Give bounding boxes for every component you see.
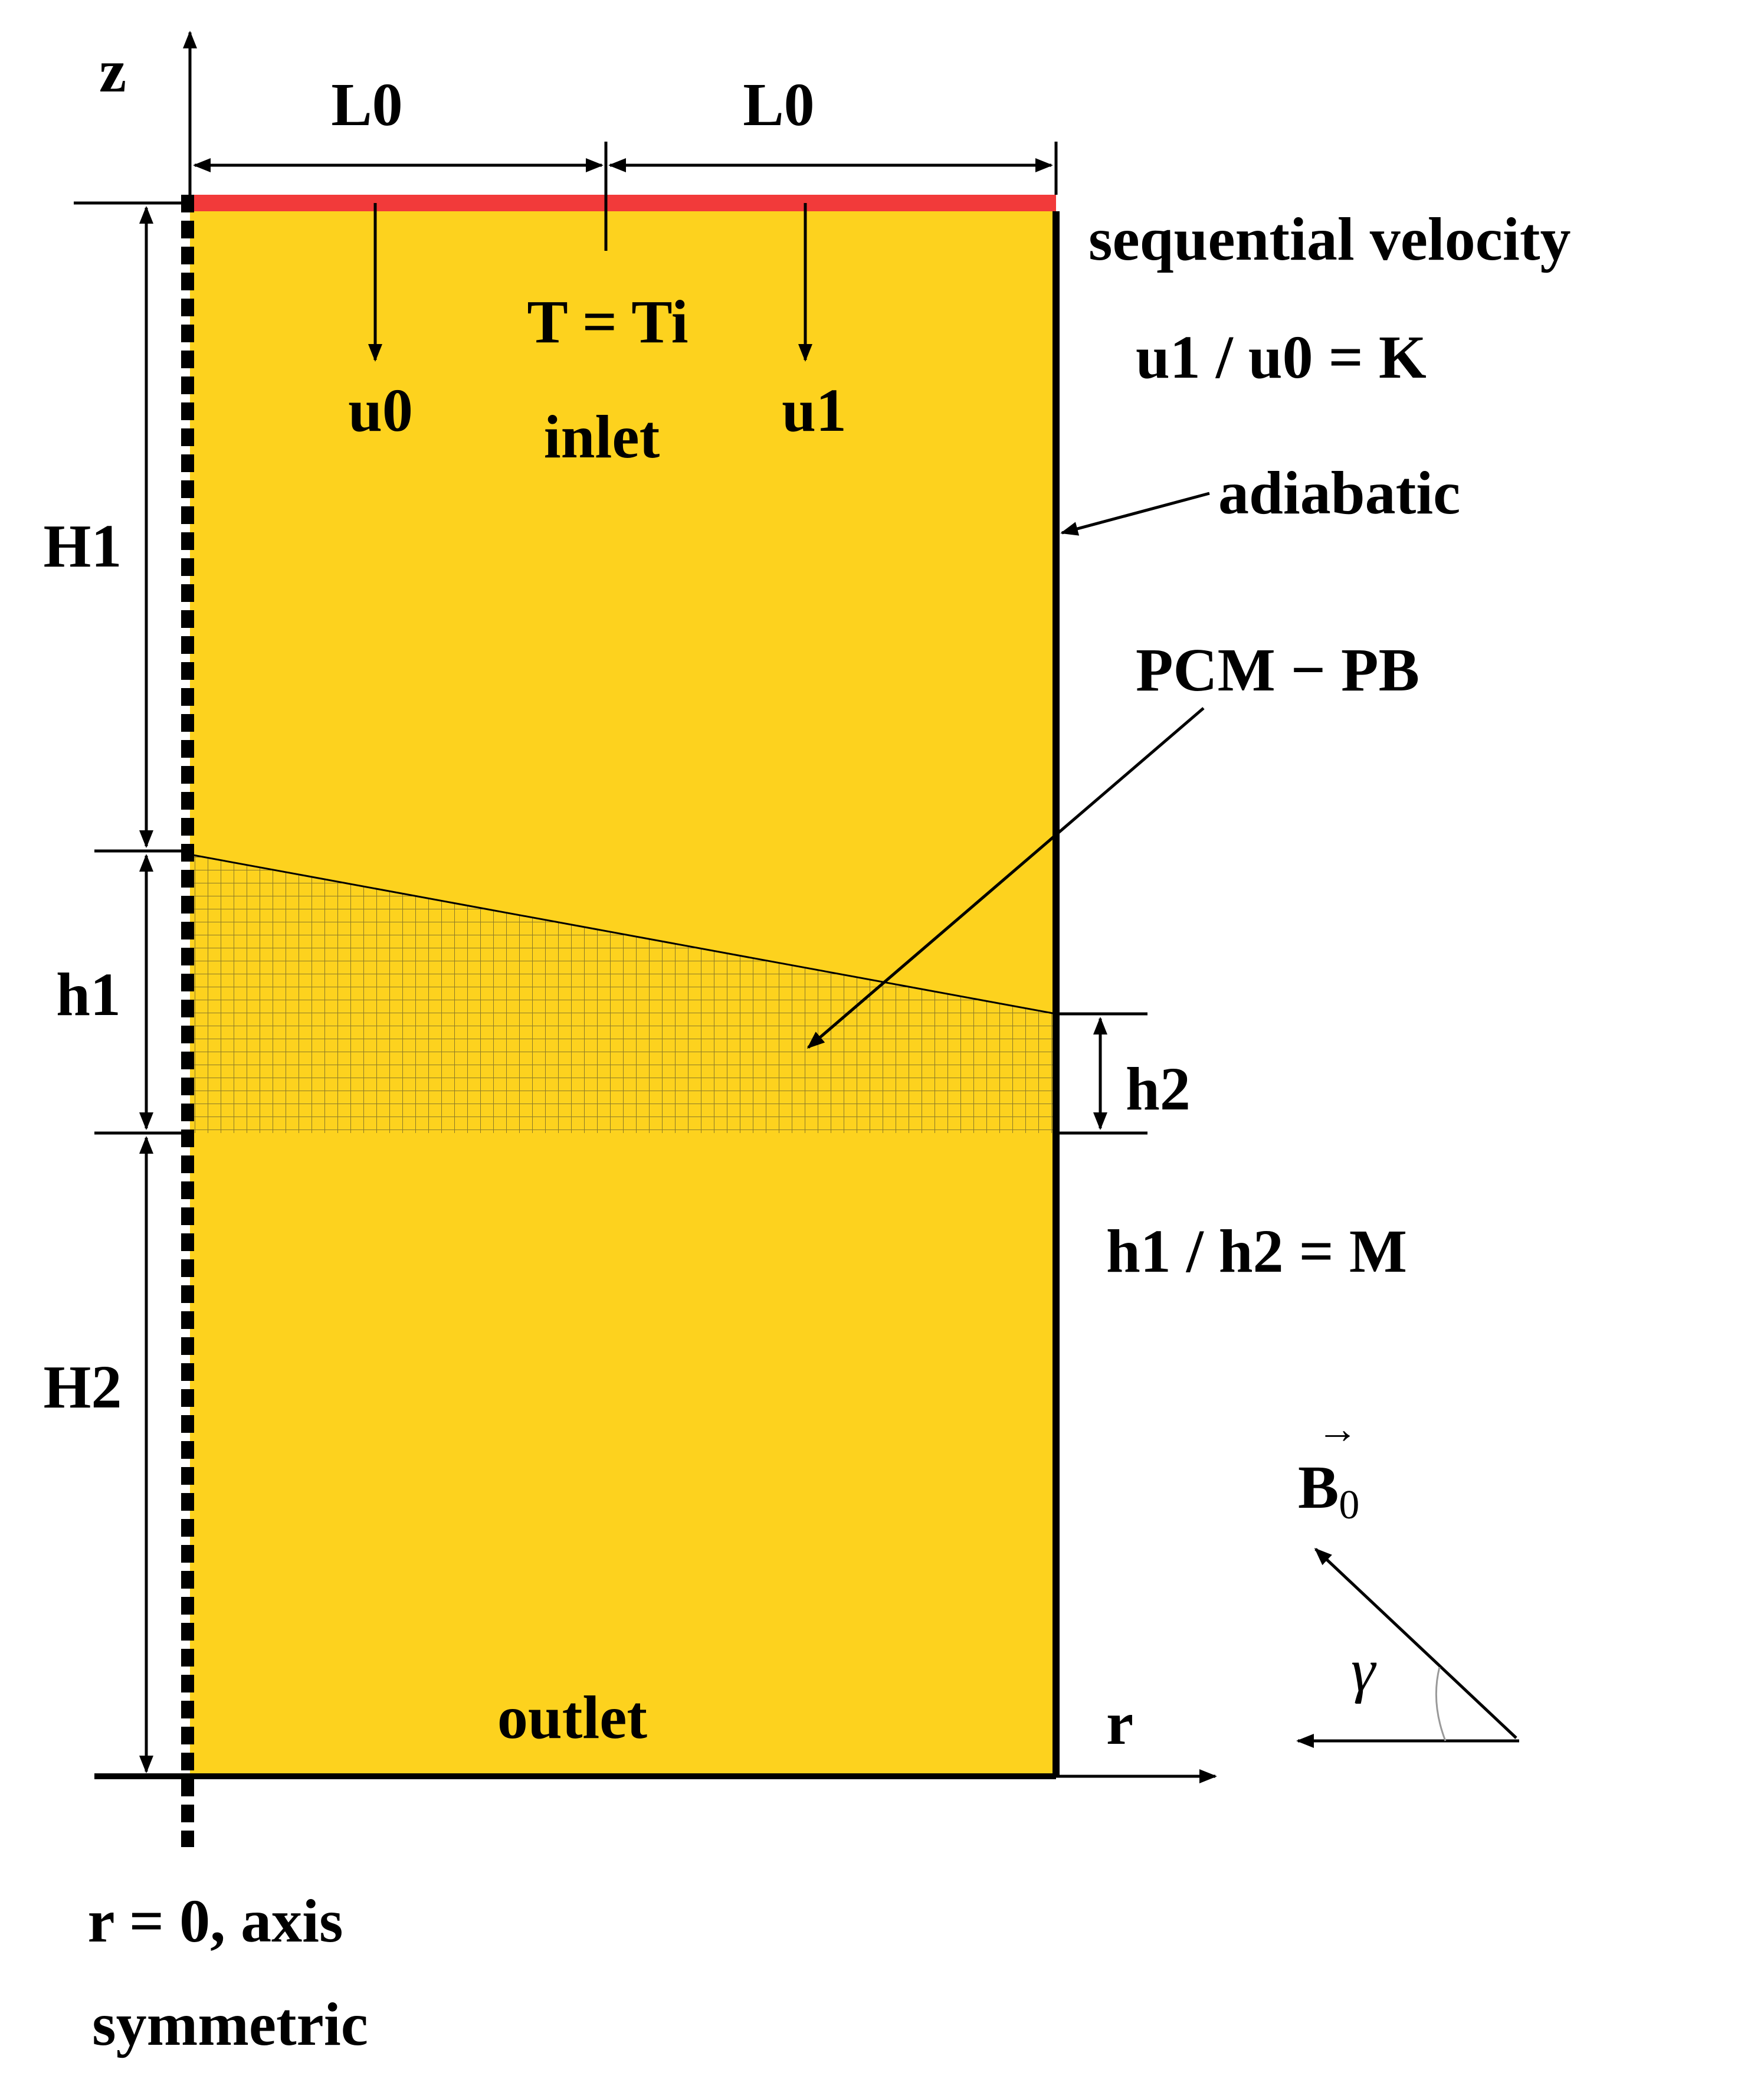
temperature-label: T = Ti [527, 288, 688, 356]
u1-label: u1 [782, 377, 847, 444]
axis-label-line2: symmetric [92, 1990, 368, 2058]
b-field-symbol: B [1298, 1453, 1339, 1521]
axis-label-line1: r = 0, axis [88, 1887, 343, 1955]
adiabatic-label: adiabatic [1218, 459, 1460, 527]
r-axis-label: r [1106, 1690, 1133, 1757]
L0-right-label: L0 [743, 71, 814, 139]
h1-label: h1 [56, 961, 121, 1029]
ratio-m-label: h1 / h2 = M [1106, 1217, 1407, 1285]
b-field-subscript: 0 [1339, 1482, 1359, 1528]
outlet-label: outlet [497, 1684, 648, 1751]
sequential-velocity-label: sequential velocity [1088, 205, 1570, 273]
pcm-pb-slope-line [189, 853, 1057, 1015]
z-axis-label: z [99, 37, 126, 105]
pcm-pb-pointer [806, 707, 1205, 1049]
gamma-angle-arc [1435, 1667, 1447, 1741]
inlet-label: inlet [544, 403, 660, 471]
L0-left-label: L0 [331, 71, 402, 139]
vector-arrow-icon [1314, 1547, 1517, 1739]
inlet-bar [190, 195, 1056, 211]
H2-label: H2 [44, 1353, 122, 1421]
H1-label: H1 [44, 512, 122, 580]
adiabatic-pointer [1060, 492, 1210, 536]
h2-label: h2 [1126, 1055, 1191, 1123]
pcm-pb-label: PCM − PB [1136, 636, 1419, 704]
ratio-k-label: u1 / u0 = K [1136, 323, 1427, 391]
gamma-label: γ [1351, 1636, 1377, 1704]
b-field-label: B0 [1298, 1453, 1359, 1528]
u0-label: u0 [348, 377, 413, 444]
b-field-vector-mark: → [1317, 1407, 1358, 1452]
